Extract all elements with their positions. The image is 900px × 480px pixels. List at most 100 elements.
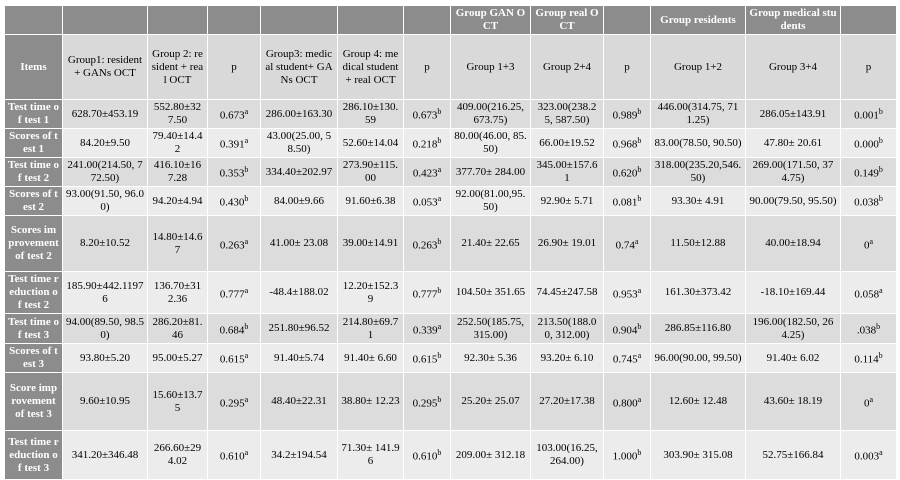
data-cell: 161.30±373.42 (650, 271, 746, 314)
data-cell: 95.00±5.27 (147, 343, 208, 373)
data-cell: 52.75±166.84 (745, 430, 841, 480)
data-cell: 0.620b (603, 157, 651, 187)
p-note: b (637, 321, 642, 331)
p-value: 0.391 (219, 138, 245, 151)
data-cell: 241.00(214.50, 772.50) (62, 157, 148, 187)
data-cell: 446.00(314.75, 711.25) (650, 99, 746, 129)
group-header-cell (840, 5, 897, 35)
p-note: a (244, 285, 249, 295)
p-value: 0.777 (219, 288, 245, 301)
data-cell: 185.90±442.11976 (62, 271, 148, 314)
data-row: Scores of test 2 93.00(91.50, 96.00) 94.20… (4, 186, 897, 216)
p-note: b (878, 165, 883, 175)
p-note: b (637, 107, 642, 117)
p-value: 0.423 (412, 167, 438, 180)
data-cell: 552.80±327.50 (147, 99, 208, 129)
data-cell: 341.20±346.48 (62, 430, 148, 480)
data-cell: .038b (840, 313, 897, 344)
p-value: 0.777 (412, 288, 438, 301)
data-cell: 0.003a (840, 430, 897, 480)
data-cell: 0.673b (403, 99, 451, 129)
p-note: b (244, 165, 249, 175)
data-cell: 9.60±10.95 (62, 372, 148, 431)
p-note: b (437, 107, 442, 117)
data-cell: 92.00(81.00,95.50) (450, 186, 531, 216)
p-value: 0.989 (612, 109, 638, 122)
data-cell: 0.684b (207, 313, 261, 344)
p-note: b (244, 194, 249, 204)
p-note: b (437, 394, 442, 404)
p-note: b (437, 351, 442, 361)
data-row: Scores of test 3 93.80±5.20 95.00±5.27 0.61… (4, 343, 897, 373)
row-label: Test time reduction of test 3 (4, 430, 63, 480)
data-cell: 92.90± 5.71 (530, 186, 604, 216)
p-value: 0.038 (854, 196, 879, 209)
p-note: a (637, 351, 642, 361)
group-header-cell (147, 5, 208, 35)
p-note: a (244, 351, 249, 361)
data-cell: 345.00±157.61 (530, 157, 604, 187)
data-cell: 11.50±12.88 (650, 215, 746, 272)
p-value: 0.684 (219, 324, 245, 337)
p-note: a (437, 194, 442, 204)
group-header-cell (260, 5, 338, 35)
data-cell: 38.80± 12.23 (337, 372, 404, 431)
header-cell: p (840, 34, 897, 100)
group-header-cell (403, 5, 451, 35)
p-value: 0.673 (219, 109, 245, 122)
data-row: Test time reduction of test 3 341.20±346.… (4, 430, 897, 480)
p-note: a (244, 236, 249, 246)
p-note: a (879, 448, 883, 458)
data-cell: 47.80± 20.61 (745, 128, 841, 158)
p-note: b (637, 194, 642, 204)
data-cell: 0.610b (403, 430, 451, 480)
data-cell: 0.777b (403, 271, 451, 314)
data-cell: 0.038b (840, 186, 897, 216)
header-cell: p (207, 34, 261, 100)
data-cell: 0.615b (403, 343, 451, 373)
data-cell: 0.989b (603, 99, 651, 129)
data-cell: 0.423a (403, 157, 451, 187)
data-cell: 214.80±69.71 (337, 313, 404, 344)
data-cell: 0.218b (403, 128, 451, 158)
p-value: 0.673 (412, 109, 438, 122)
group-header-cell: Group real OCT (530, 5, 604, 35)
data-cell: 209.00± 312.18 (450, 430, 531, 480)
p-value: 0.800 (612, 397, 638, 410)
data-cell: 41.00± 23.08 (260, 215, 338, 272)
data-cell: 74.45±247.58 (530, 271, 604, 314)
header-cell: Items (4, 34, 63, 100)
data-cell: 0.149b (840, 157, 897, 187)
data-cell: 286.85±116.80 (650, 313, 746, 344)
group-header-cell: Group residents (650, 5, 746, 35)
data-cell: 80.00(46.00, 85.50) (450, 128, 531, 158)
data-cell: 93.30± 4.91 (650, 186, 746, 216)
data-cell: 0.114b (840, 343, 897, 373)
data-cell: 93.00(91.50, 96.00) (62, 186, 148, 216)
group-header-cell: Group GAN OCT (450, 5, 531, 35)
p-value: 0.610 (412, 450, 438, 463)
data-cell: 0.000b (840, 128, 897, 158)
p-value: 0.003 (854, 450, 880, 463)
data-cell: 34.2±194.54 (260, 430, 338, 480)
data-cell: 66.00±19.52 (530, 128, 604, 158)
row-label: Test time of test 1 (4, 99, 63, 129)
p-note: b (637, 165, 642, 175)
data-cell: 91.40± 6.60 (337, 343, 404, 373)
p-note: b (876, 321, 881, 331)
p-note: b (437, 236, 442, 246)
data-cell: 303.90± 315.08 (650, 430, 746, 480)
p-note: a (637, 394, 642, 404)
data-row: Score improvement of test 3 9.60±10.95 15.… (4, 372, 897, 431)
p-note: a (244, 136, 249, 146)
data-cell: 0.777a (207, 271, 261, 314)
p-value: 0.610 (219, 450, 245, 463)
p-note: a (437, 165, 442, 175)
data-cell: 96.00(90.00, 99.50) (650, 343, 746, 373)
data-cell: 43.00(25.00, 58.50) (260, 128, 338, 158)
data-row: Test time of test 3 94.00(89.50, 98.50) 28… (4, 313, 897, 344)
p-note: b (878, 351, 883, 361)
data-cell: 269.00(171.50, 374.75) (745, 157, 841, 187)
data-row: Scores of test 1 84.20±9.50 79.40±14.42 0.3… (4, 128, 897, 158)
data-cell: 0.263b (403, 215, 451, 272)
